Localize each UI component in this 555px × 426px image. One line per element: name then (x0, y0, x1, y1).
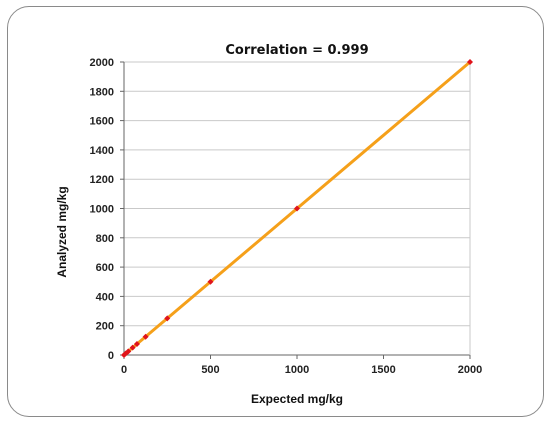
x-axis-title: Expected mg/kg (251, 392, 343, 406)
y-tick-label-1800: 1800 (90, 86, 114, 98)
data-point-3 (129, 344, 136, 351)
y-tick-label-800: 800 (96, 233, 114, 245)
x-tick-label-1500: 1500 (371, 364, 395, 376)
chart-title: Correlation = 0.999 (225, 43, 368, 58)
y-tick-label-1600: 1600 (90, 116, 114, 128)
grid-lines (124, 61, 470, 327)
data-point-2 (125, 348, 132, 355)
x-tick-label-1000: 1000 (285, 364, 309, 376)
data-point-4 (133, 341, 140, 348)
data-point-7 (207, 278, 214, 285)
y-tick-label-0: 0 (108, 350, 114, 362)
x-tick-labels: 0 500 1000 1500 2000 (121, 364, 482, 376)
y-tick-label-1200: 1200 (90, 174, 114, 186)
data-point-9 (467, 59, 473, 65)
data-point-6 (164, 315, 171, 322)
y-tick-label-1000: 1000 (90, 204, 114, 216)
x-tick-label-2000: 2000 (458, 364, 482, 376)
x-tick-label-0: 0 (121, 364, 127, 376)
y-tick-labels: 0 200 400 600 800 1000 1200 1400 1600 1800 2000 (90, 57, 114, 362)
y-tick-label-2000: 2000 (90, 57, 114, 69)
y-tick-label-400: 400 (96, 291, 114, 303)
x-tick-label-500: 500 (201, 364, 219, 376)
data-point-5 (142, 333, 149, 340)
data-point-8 (294, 205, 300, 212)
y-axis-title: Analyzed mg/kg (55, 186, 69, 277)
y-tick-label-200: 200 (96, 321, 114, 333)
points-group (121, 59, 473, 358)
y-tick-label-600: 600 (96, 262, 114, 274)
y-tick-label-1400: 1400 (90, 145, 114, 157)
